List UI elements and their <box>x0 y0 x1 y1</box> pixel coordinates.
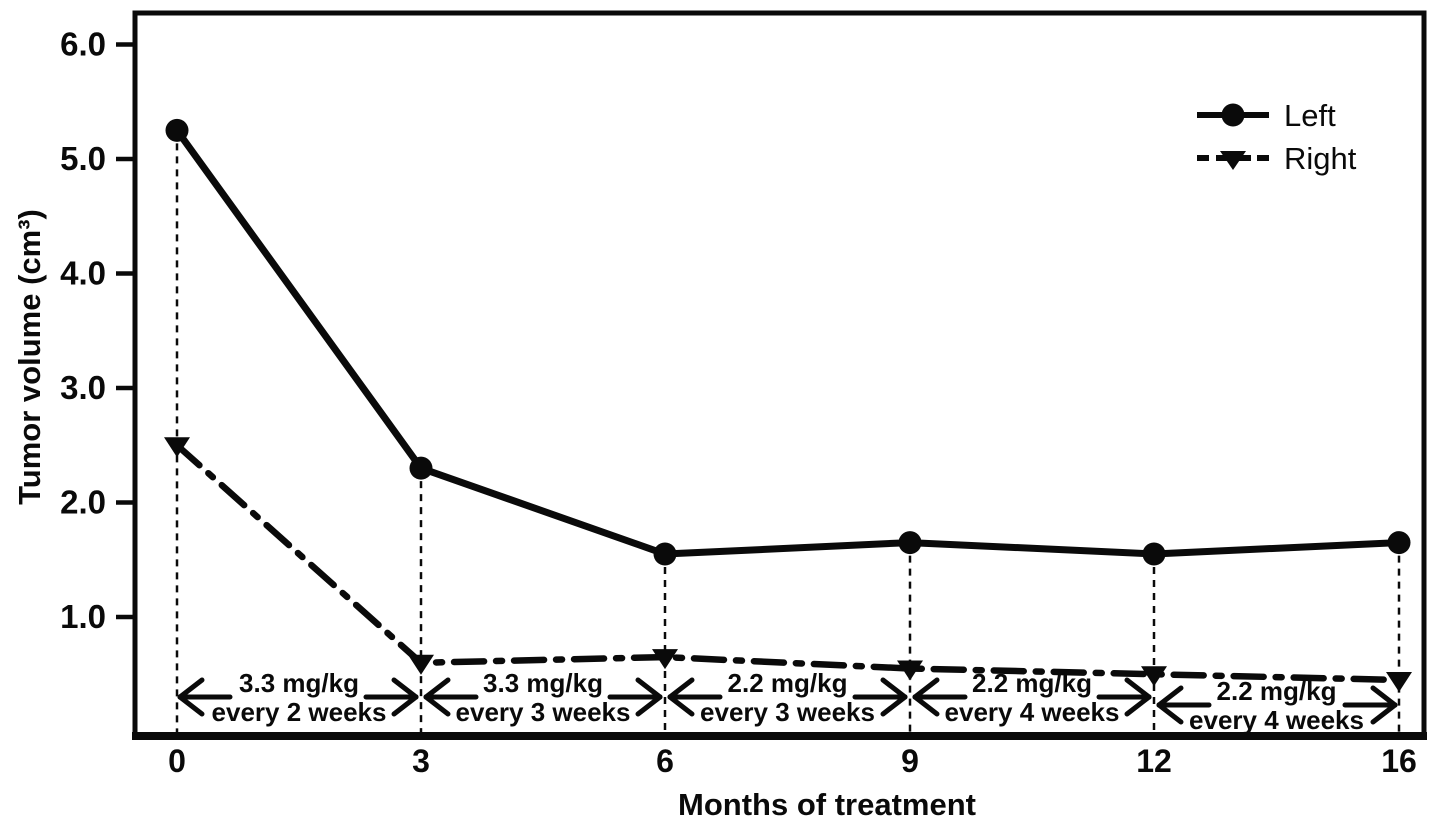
legend-right-triangle-marker-icon <box>1220 151 1246 170</box>
left-series-circle-marker-icon <box>1387 531 1411 555</box>
right-series-triangle-marker-icon <box>1386 671 1412 692</box>
series-line-right <box>173 442 1403 684</box>
x-axis-title: Months of treatment <box>678 787 976 822</box>
left-series-circle-marker-icon <box>165 118 189 142</box>
right-arrowhead-icon <box>1370 702 1398 725</box>
right-arrowhead-icon <box>391 694 419 717</box>
right-series-triangle-marker-icon <box>652 649 678 670</box>
left-arrowhead-icon <box>667 677 695 700</box>
left-series-circle-marker-icon <box>409 456 433 480</box>
dose-annotation-line2: every 3 weeks <box>456 697 631 727</box>
legend-left-circle-marker-icon <box>1221 103 1245 127</box>
x-tick-label: 16 <box>1381 743 1417 779</box>
right-arrowhead-icon <box>880 677 908 700</box>
left-series-circle-marker-icon <box>1142 542 1166 566</box>
y-tick-label: 2.0 <box>60 484 106 521</box>
left-arrowhead-icon <box>423 694 451 717</box>
y-tick-label: 6.0 <box>60 26 106 63</box>
left-series-circle-marker-icon <box>898 531 922 555</box>
left-arrowhead-icon <box>912 677 940 700</box>
y-tick-label: 4.0 <box>60 255 106 292</box>
x-tick-label: 3 <box>412 743 430 779</box>
right-series-triangle-marker-icon <box>164 437 190 458</box>
left-arrowhead-icon <box>1156 685 1184 708</box>
x-tick-label: 0 <box>168 743 186 779</box>
dose-annotation-line2: every 2 weeks <box>212 697 387 727</box>
left-arrowhead-icon <box>177 694 205 717</box>
dose-annotation-line1: 3.3 mg/kg <box>483 668 603 698</box>
right-series-triangle-marker-icon <box>408 654 434 675</box>
left-arrowhead-icon <box>423 677 451 700</box>
dose-annotation-line2: every 4 weeks <box>1189 705 1364 735</box>
series-line-left <box>174 128 1400 558</box>
right-arrowhead-icon <box>1124 694 1152 717</box>
left-arrowhead-icon <box>667 694 695 717</box>
right-arrowhead-icon <box>880 694 908 717</box>
y-tick-label: 3.0 <box>60 369 106 406</box>
right-arrowhead-icon <box>1124 677 1152 700</box>
right-arrowhead-icon <box>1370 685 1398 708</box>
right-arrowhead-icon <box>391 677 419 700</box>
right-arrowhead-icon <box>635 677 663 700</box>
right-arrowhead-icon <box>635 694 663 717</box>
y-tick-label: 1.0 <box>60 598 106 635</box>
legend: Left Right <box>1197 98 1357 176</box>
y-axis-title: Tumor volume (cm³) <box>12 209 47 505</box>
right-series-triangle-marker-icon <box>1141 666 1167 687</box>
dose-annotation-line2: every 3 weeks <box>700 697 875 727</box>
plot-area: 1.02.03.04.05.06.00 3 6 9 12 163.3 mg/kgevery… <box>60 26 1417 780</box>
dose-annotation-line1: 2.2 mg/kg <box>728 668 848 698</box>
legend-label-right: Right <box>1284 141 1357 176</box>
x-tick-label: 12 <box>1136 743 1172 779</box>
y-tick-label: 5.0 <box>60 140 106 177</box>
left-arrowhead-icon <box>912 694 940 717</box>
left-series-circle-marker-icon <box>653 542 677 566</box>
dose-annotation-line2: every 4 weeks <box>945 697 1120 727</box>
legend-label-left: Left <box>1284 98 1336 133</box>
right-series-triangle-marker-icon <box>897 660 923 681</box>
x-tick-label: 6 <box>656 743 674 779</box>
left-arrowhead-icon <box>177 677 205 700</box>
left-arrowhead-icon <box>1156 702 1184 725</box>
dose-annotation-line1: 3.3 mg/kg <box>239 668 359 698</box>
x-tick-label: 9 <box>901 743 919 779</box>
